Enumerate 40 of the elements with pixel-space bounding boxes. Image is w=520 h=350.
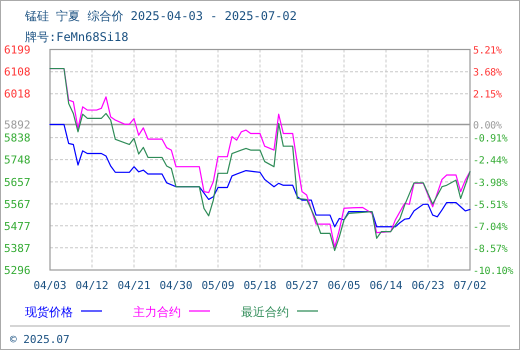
- x-tick-label: 06/05: [327, 279, 361, 292]
- x-tick-label: 07/02: [453, 279, 487, 292]
- x-tick-label: 06/23: [411, 279, 445, 292]
- y2-tick-label: -8.57%: [473, 244, 508, 255]
- y-tick-label: 5748: [4, 154, 30, 167]
- y2-tick-label: -2.44%: [473, 156, 508, 167]
- y2-tick-label: -10.10%: [473, 266, 514, 277]
- y-tick-label: 5892: [4, 118, 30, 132]
- y-tick-label: 5387: [4, 242, 30, 255]
- y-tick-label: 6018: [4, 88, 30, 101]
- x-tick-label: 04/03: [33, 279, 67, 292]
- text: © 2025.07: [10, 333, 70, 346]
- y-tick-label: 5567: [4, 198, 30, 211]
- legend-label: 主力合约: [133, 305, 181, 319]
- chart-title: 锰硅 宁夏 综合价 2025-04-03 - 2025-07-02: [24, 9, 297, 23]
- x-tick-label: 06/14: [369, 279, 403, 292]
- y-tick-label: 5838: [4, 132, 30, 145]
- legend-label: 现货价格: [25, 305, 73, 319]
- x-tick-label: 04/30: [159, 279, 193, 292]
- x-tick-label: 04/12: [75, 279, 109, 292]
- y-tick-label: 6199: [4, 44, 30, 56]
- y-tick-label: 5477: [4, 220, 30, 233]
- x-tick-label: 05/09: [201, 279, 235, 292]
- y2-tick-label: -5.51%: [473, 200, 508, 211]
- y2-tick-label: -3.98%: [473, 178, 508, 189]
- y-tick-label: 6108: [4, 66, 30, 79]
- y2-tick-label: 5.21%: [473, 46, 502, 56]
- y2-tick-label: -7.04%: [473, 222, 508, 233]
- line-series: [49, 124, 471, 228]
- y-tick-label: 5657: [4, 176, 30, 189]
- legend-label: 最近合约: [241, 305, 289, 319]
- y2-tick-label: -0.91%: [473, 134, 508, 145]
- y-tick-label: 5296: [4, 264, 30, 277]
- y2-tick-label: 0.00%: [473, 120, 502, 132]
- y2-tick-label: 3.68%: [473, 68, 502, 79]
- chart-subtitle: 牌号:FeMn68Si18: [25, 30, 128, 44]
- x-tick-label: 04/21: [117, 279, 151, 292]
- x-tick-label: 05/27: [285, 279, 319, 292]
- x-tick-label: 05/18: [243, 279, 277, 292]
- y2-tick-label: 2.15%: [473, 90, 502, 101]
